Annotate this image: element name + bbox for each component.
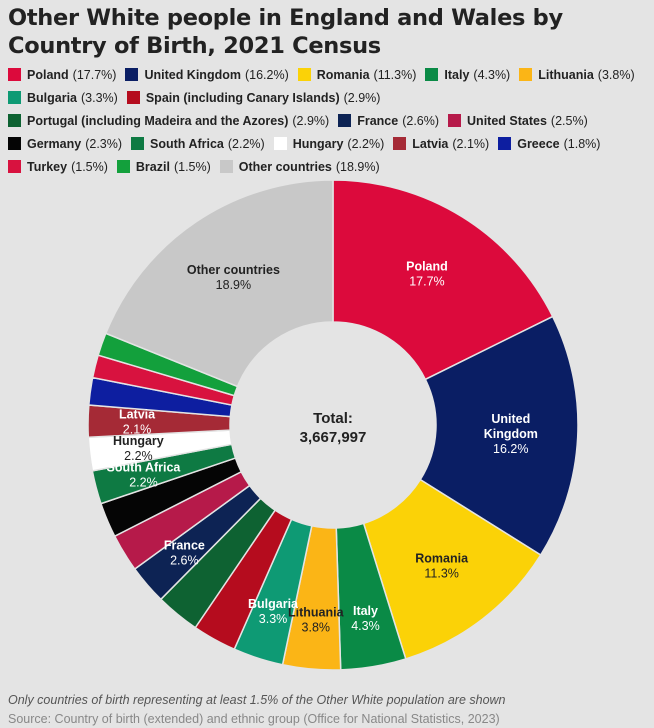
legend-value: (11.3%) <box>373 67 417 82</box>
legend-value: (18.9%) <box>335 159 380 174</box>
legend-value: (1.5%) <box>173 159 211 174</box>
legend-item-other-countries: Other countries (18.9%) <box>219 158 380 175</box>
legend-label: Greece <box>517 136 560 151</box>
legend-label: Hungary <box>292 136 344 151</box>
legend-swatch <box>125 68 139 81</box>
legend-value: (2.5%) <box>550 113 588 128</box>
legend-swatch <box>519 68 533 81</box>
legend-swatch <box>498 137 512 150</box>
legend-item-south-africa: South Africa (2.2%) <box>131 135 265 152</box>
chart-legend: Poland (17.7%) United Kingdom (16.2%) Romani… <box>8 66 654 175</box>
legend-item-france: France (2.6%) <box>338 112 439 129</box>
legend-label: Portugal (including Madeira and the Azor… <box>27 113 289 128</box>
legend-item-romania: Romania (11.3%) <box>297 66 417 83</box>
legend-item-lithuania: Lithuania (3.8%) <box>519 66 635 83</box>
legend-item-latvia: Latvia (2.1%) <box>393 135 489 152</box>
legend-swatch <box>116 160 130 173</box>
slice-other-countries <box>104 179 334 388</box>
legend-label: Latvia <box>412 136 449 151</box>
legend-item-poland: Poland (17.7%) <box>8 66 116 83</box>
legend-item-greece: Greece (1.8%) <box>498 135 600 152</box>
legend-value: (2.2%) <box>347 136 385 151</box>
legend-swatch <box>448 114 462 127</box>
legend-item-bulgaria: Bulgaria (3.3%) <box>8 89 118 106</box>
chart-footnote: Only countries of birth representing at … <box>8 693 506 707</box>
slice-label-other-countries: Other countries 18.9% <box>187 263 280 292</box>
legend-value: (4.3%) <box>473 67 511 82</box>
donut-hole <box>231 323 435 527</box>
legend-item-spain-including-canary-islands: Spain (including Canary Islands) (2.9%) <box>126 89 381 106</box>
legend-label: Spain (including Canary Islands) <box>145 90 340 105</box>
legend-label: Italy <box>444 67 470 82</box>
legend-item-united-states: United States (2.5%) <box>448 112 588 129</box>
slice-poland <box>332 179 554 381</box>
center-total-value: 3,667,997 <box>300 429 367 446</box>
legend-value: (2.1%) <box>452 136 490 151</box>
legend-value: (1.8%) <box>563 136 601 151</box>
legend-label: Romania <box>316 67 370 82</box>
legend-value: (17.7%) <box>72 67 117 82</box>
legend-swatch <box>8 91 21 104</box>
slice-label-latvia: Latvia 2.1% <box>119 407 156 436</box>
legend-value: (2.9%) <box>292 113 330 128</box>
slice-label-france: France 2.6% <box>164 538 205 567</box>
legend-swatch <box>8 160 21 173</box>
legend-value: (2.2%) <box>227 136 265 151</box>
slice-label-italy: Italy 4.3% <box>351 604 380 633</box>
legend-label: France <box>357 113 399 128</box>
legend-swatch <box>338 114 352 127</box>
slice-label-poland: Poland 17.7% <box>406 259 448 288</box>
legend-value: (2.6%) <box>402 113 440 128</box>
legend-item-turkey: Turkey (1.5%) <box>8 158 108 175</box>
slice-label-hungary: Hungary 2.2% <box>113 434 164 463</box>
slice-label-romania: Romania 11.3% <box>415 551 469 580</box>
legend-swatch <box>219 160 233 173</box>
legend-label: Turkey <box>27 159 68 174</box>
legend-swatch <box>8 137 21 150</box>
chart-title: Other White people in England and Wales … <box>8 5 563 59</box>
legend-label: Brazil <box>135 159 170 174</box>
slice-label-united-kingdom: United Kingdom 16.2% <box>484 412 538 456</box>
legend-label: Poland <box>27 67 69 82</box>
legend-item-germany: Germany (2.3%) <box>8 135 122 152</box>
legend-label: Bulgaria <box>27 90 78 105</box>
legend-item-portugal-including-madeira-and-the-azores: Portugal (including Madeira and the Azor… <box>8 112 329 129</box>
legend-item-brazil: Brazil (1.5%) <box>116 158 211 175</box>
legend-value: (16.2%) <box>244 67 289 82</box>
legend-swatch <box>8 68 21 81</box>
slice-united-kingdom <box>419 315 579 557</box>
legend-item-hungary: Hungary (2.2%) <box>273 135 385 152</box>
legend-value: (1.5%) <box>71 159 108 174</box>
legend-value: (3.8%) <box>597 67 635 82</box>
legend-swatch <box>126 91 140 104</box>
legend-item-italy: Italy (4.3%) <box>425 66 510 83</box>
legend-swatch <box>425 68 439 81</box>
legend-swatch <box>8 114 21 127</box>
legend-item-united-kingdom: United Kingdom (16.2%) <box>125 66 289 83</box>
legend-label: United States <box>467 113 547 128</box>
legend-swatch <box>273 137 287 150</box>
legend-label: Germany <box>27 136 82 151</box>
legend-swatch <box>131 137 145 150</box>
legend-label: United Kingdom <box>144 67 241 82</box>
legend-value: (2.9%) <box>343 90 381 105</box>
legend-value: (2.3%) <box>85 136 123 151</box>
legend-swatch <box>297 68 311 81</box>
donut-slices <box>87 179 579 671</box>
slice-romania <box>362 478 542 660</box>
slice-label-bulgaria: Bulgaria 3.3% <box>248 597 299 626</box>
donut-chart: Poland 17.7% United Kingdom 16.2% Romania 11.3… <box>87 179 579 671</box>
slice-label-south-africa: South Africa 2.2% <box>107 460 182 489</box>
donut-labels: Poland 17.7% United Kingdom 16.2% Romania 11.3… <box>107 259 538 634</box>
center-total-title: Total: <box>313 410 353 427</box>
legend-label: South Africa <box>150 136 224 151</box>
slice-label-lithuania: Lithuania 3.8% <box>288 606 345 635</box>
legend-label: Other countries <box>238 159 332 174</box>
legend-label: Lithuania <box>538 67 594 82</box>
chart-source: Source: Country of birth (extended) and … <box>8 712 500 726</box>
legend-value: (3.3%) <box>81 90 118 105</box>
legend-swatch <box>393 137 407 150</box>
